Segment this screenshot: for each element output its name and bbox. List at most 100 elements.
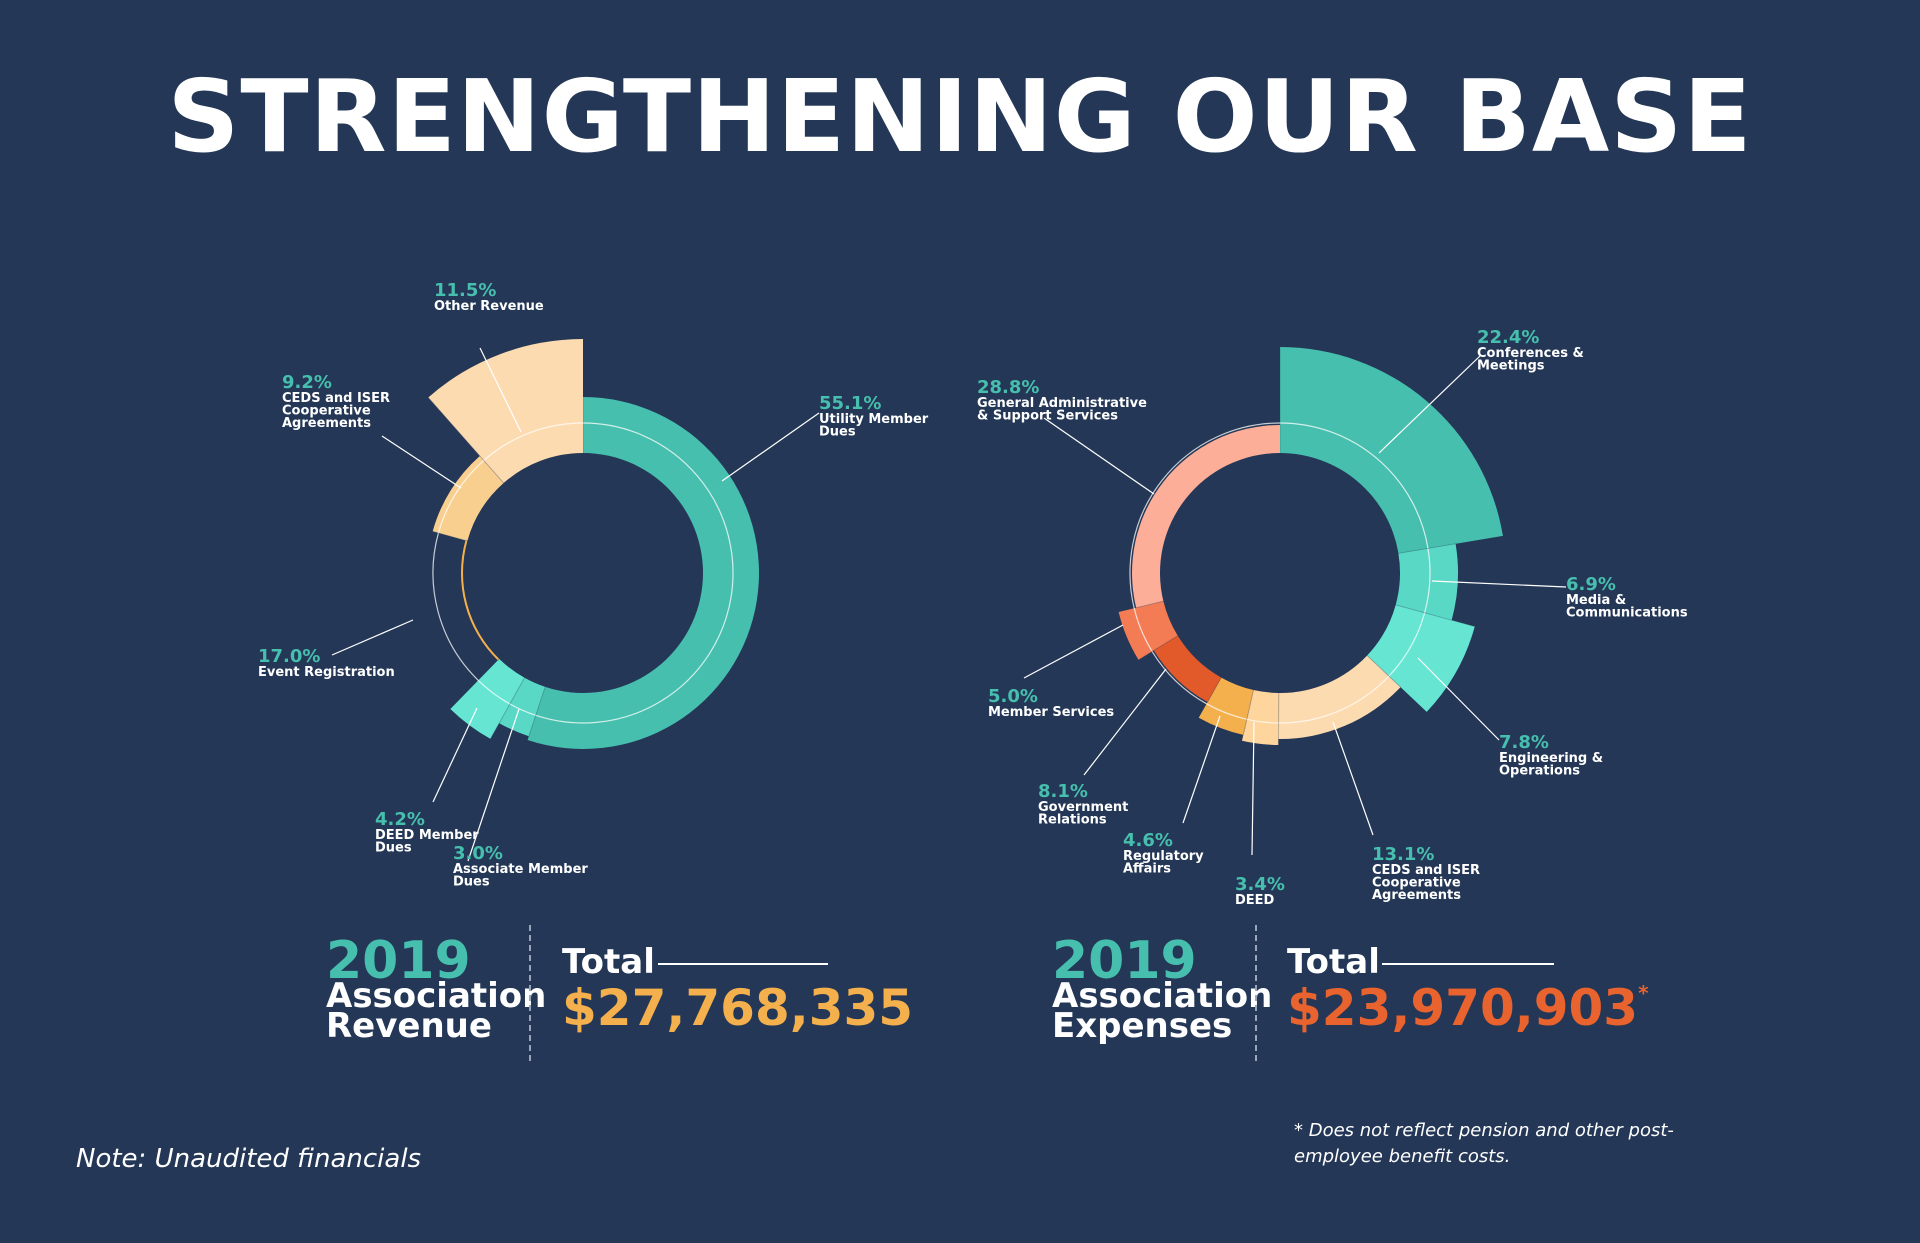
slice-category-label: Dues <box>819 425 856 440</box>
slice-category-label: Other Revenue <box>434 299 544 314</box>
slice-divider <box>1398 543 1456 554</box>
slice-category-label: Dues <box>375 841 412 856</box>
slice-percent-label: 3.0% <box>453 843 503 864</box>
chart-slice <box>527 397 760 749</box>
leader-line <box>381 435 462 489</box>
footnote-line1: * Does not reflect pension and other pos… <box>1294 1120 1674 1141</box>
slice-percent-label: 55.1% <box>819 393 881 414</box>
slice-ring <box>1129 422 1281 609</box>
leader-line <box>1043 417 1155 495</box>
slice-ring <box>1133 608 1153 652</box>
leader-line <box>1083 668 1167 776</box>
chart-slice <box>1118 601 1178 660</box>
slice-percent-label: 4.2% <box>375 809 425 830</box>
slice-category-label: Associate Member <box>453 862 588 877</box>
expenses-total-amount: $23,970,903 <box>1287 979 1639 1037</box>
revenue-total-value: $27,768,335 <box>562 979 914 1037</box>
slice-divider <box>489 677 525 740</box>
slice-category-label: Relations <box>1038 813 1107 828</box>
slice-category-label: CEDS and ISER <box>282 391 390 406</box>
expenses-asterisk: * <box>1638 981 1649 1005</box>
slice-category-label: Cooperative <box>282 404 371 419</box>
slice-category-label: Conferences & <box>1477 346 1584 361</box>
slice-percent-label: 17.0% <box>258 646 320 667</box>
slice-percent-label: 9.2% <box>282 372 332 393</box>
note: Note: Unaudited financials <box>76 1144 422 1174</box>
chart-slice <box>499 677 546 737</box>
slice-ring <box>1246 718 1279 724</box>
slice-ring <box>509 703 536 716</box>
slice-category-label: Utility Member <box>819 412 929 427</box>
revenue-year: 2019 <box>326 931 471 991</box>
slice-percent-label: 11.5% <box>434 280 496 301</box>
slice-category-label: CEDS and ISER <box>1372 863 1480 878</box>
slice-percent-label: 22.4% <box>1477 327 1539 348</box>
slice-category-label: Dues <box>453 875 490 890</box>
chart-slice <box>428 339 583 483</box>
slice-ring <box>1279 422 1429 549</box>
slice-category-label: Government <box>1038 800 1128 815</box>
chart-slice <box>1198 677 1254 735</box>
slice-divider <box>528 686 546 737</box>
expenses-line1: Association <box>1052 976 1273 1016</box>
revenue-line1: Association <box>326 976 547 1016</box>
revenue-total-rule <box>658 963 828 965</box>
leader-line <box>1023 624 1124 679</box>
expenses-total-label: Total <box>1287 942 1380 982</box>
footnote: * Does not reflect pension and other pos… <box>1294 1118 1714 1170</box>
revenue-total-label: Total <box>562 942 655 982</box>
expenses-total-value: $23,970,903* <box>1287 983 1649 1033</box>
chart-slice <box>1280 347 1503 554</box>
slice-category-label: DEED <box>1235 893 1275 908</box>
slice-category-label: Cooperative <box>1372 876 1461 891</box>
expenses-chart: 22.4%Conferences &Meetings 6.9%Media &Com… <box>977 327 1688 908</box>
slice-divider <box>1395 604 1475 628</box>
slice-ring <box>432 532 479 681</box>
expenses-divider <box>1255 925 1257 1061</box>
leader-line <box>1417 657 1500 741</box>
expenses-line2: Expenses <box>1052 1006 1233 1046</box>
chart-slice <box>1278 655 1401 739</box>
slice-divider <box>497 658 500 661</box>
chart-slice <box>1153 635 1222 703</box>
slice-divider <box>1366 655 1401 688</box>
slice-percent-label: 7.8% <box>1499 732 1549 753</box>
slice-ring <box>535 422 734 724</box>
slice-percent-label: 6.9% <box>1566 574 1616 595</box>
slice-percent-label: 8.1% <box>1038 781 1088 802</box>
slice-ring <box>437 460 485 534</box>
slice-divider <box>1138 635 1179 661</box>
chart-slice <box>1132 425 1280 608</box>
slice-category-label: Media & <box>1566 593 1626 608</box>
slice-divider <box>432 530 468 542</box>
slice-percent-label: 3.4% <box>1235 874 1285 895</box>
leader-line <box>1251 721 1255 856</box>
slice-category-label: DEED Member <box>375 828 479 843</box>
slice-category-label: Operations <box>1499 764 1580 779</box>
leader-line <box>1182 715 1221 824</box>
slice-category-label: Event Registration <box>258 665 395 680</box>
slice-ring <box>1206 703 1247 720</box>
slice-category-label: Communications <box>1566 606 1688 621</box>
leader-line <box>331 619 414 656</box>
leader-line <box>479 347 522 433</box>
chart-slice <box>432 455 504 541</box>
slice-ring <box>1151 651 1207 705</box>
slice-category-label: Engineering & <box>1499 751 1603 766</box>
leader-line <box>1378 355 1481 454</box>
slice-category-label: Regulatory <box>1123 849 1204 864</box>
slice-category-label: Agreements <box>1372 888 1461 903</box>
slice-category-label: Agreements <box>282 416 371 431</box>
slice-percent-label: 4.6% <box>1123 830 1173 851</box>
revenue-line2: Revenue <box>326 1006 492 1046</box>
slice-divider <box>1207 677 1222 703</box>
chart-slice <box>1395 543 1458 621</box>
leader-line <box>721 412 820 482</box>
leader-line <box>1332 721 1374 836</box>
expenses-year: 2019 <box>1052 931 1197 991</box>
revenue-divider <box>529 925 531 1061</box>
slice-category-label: General Administrative <box>977 396 1147 411</box>
slice-divider <box>427 397 505 484</box>
